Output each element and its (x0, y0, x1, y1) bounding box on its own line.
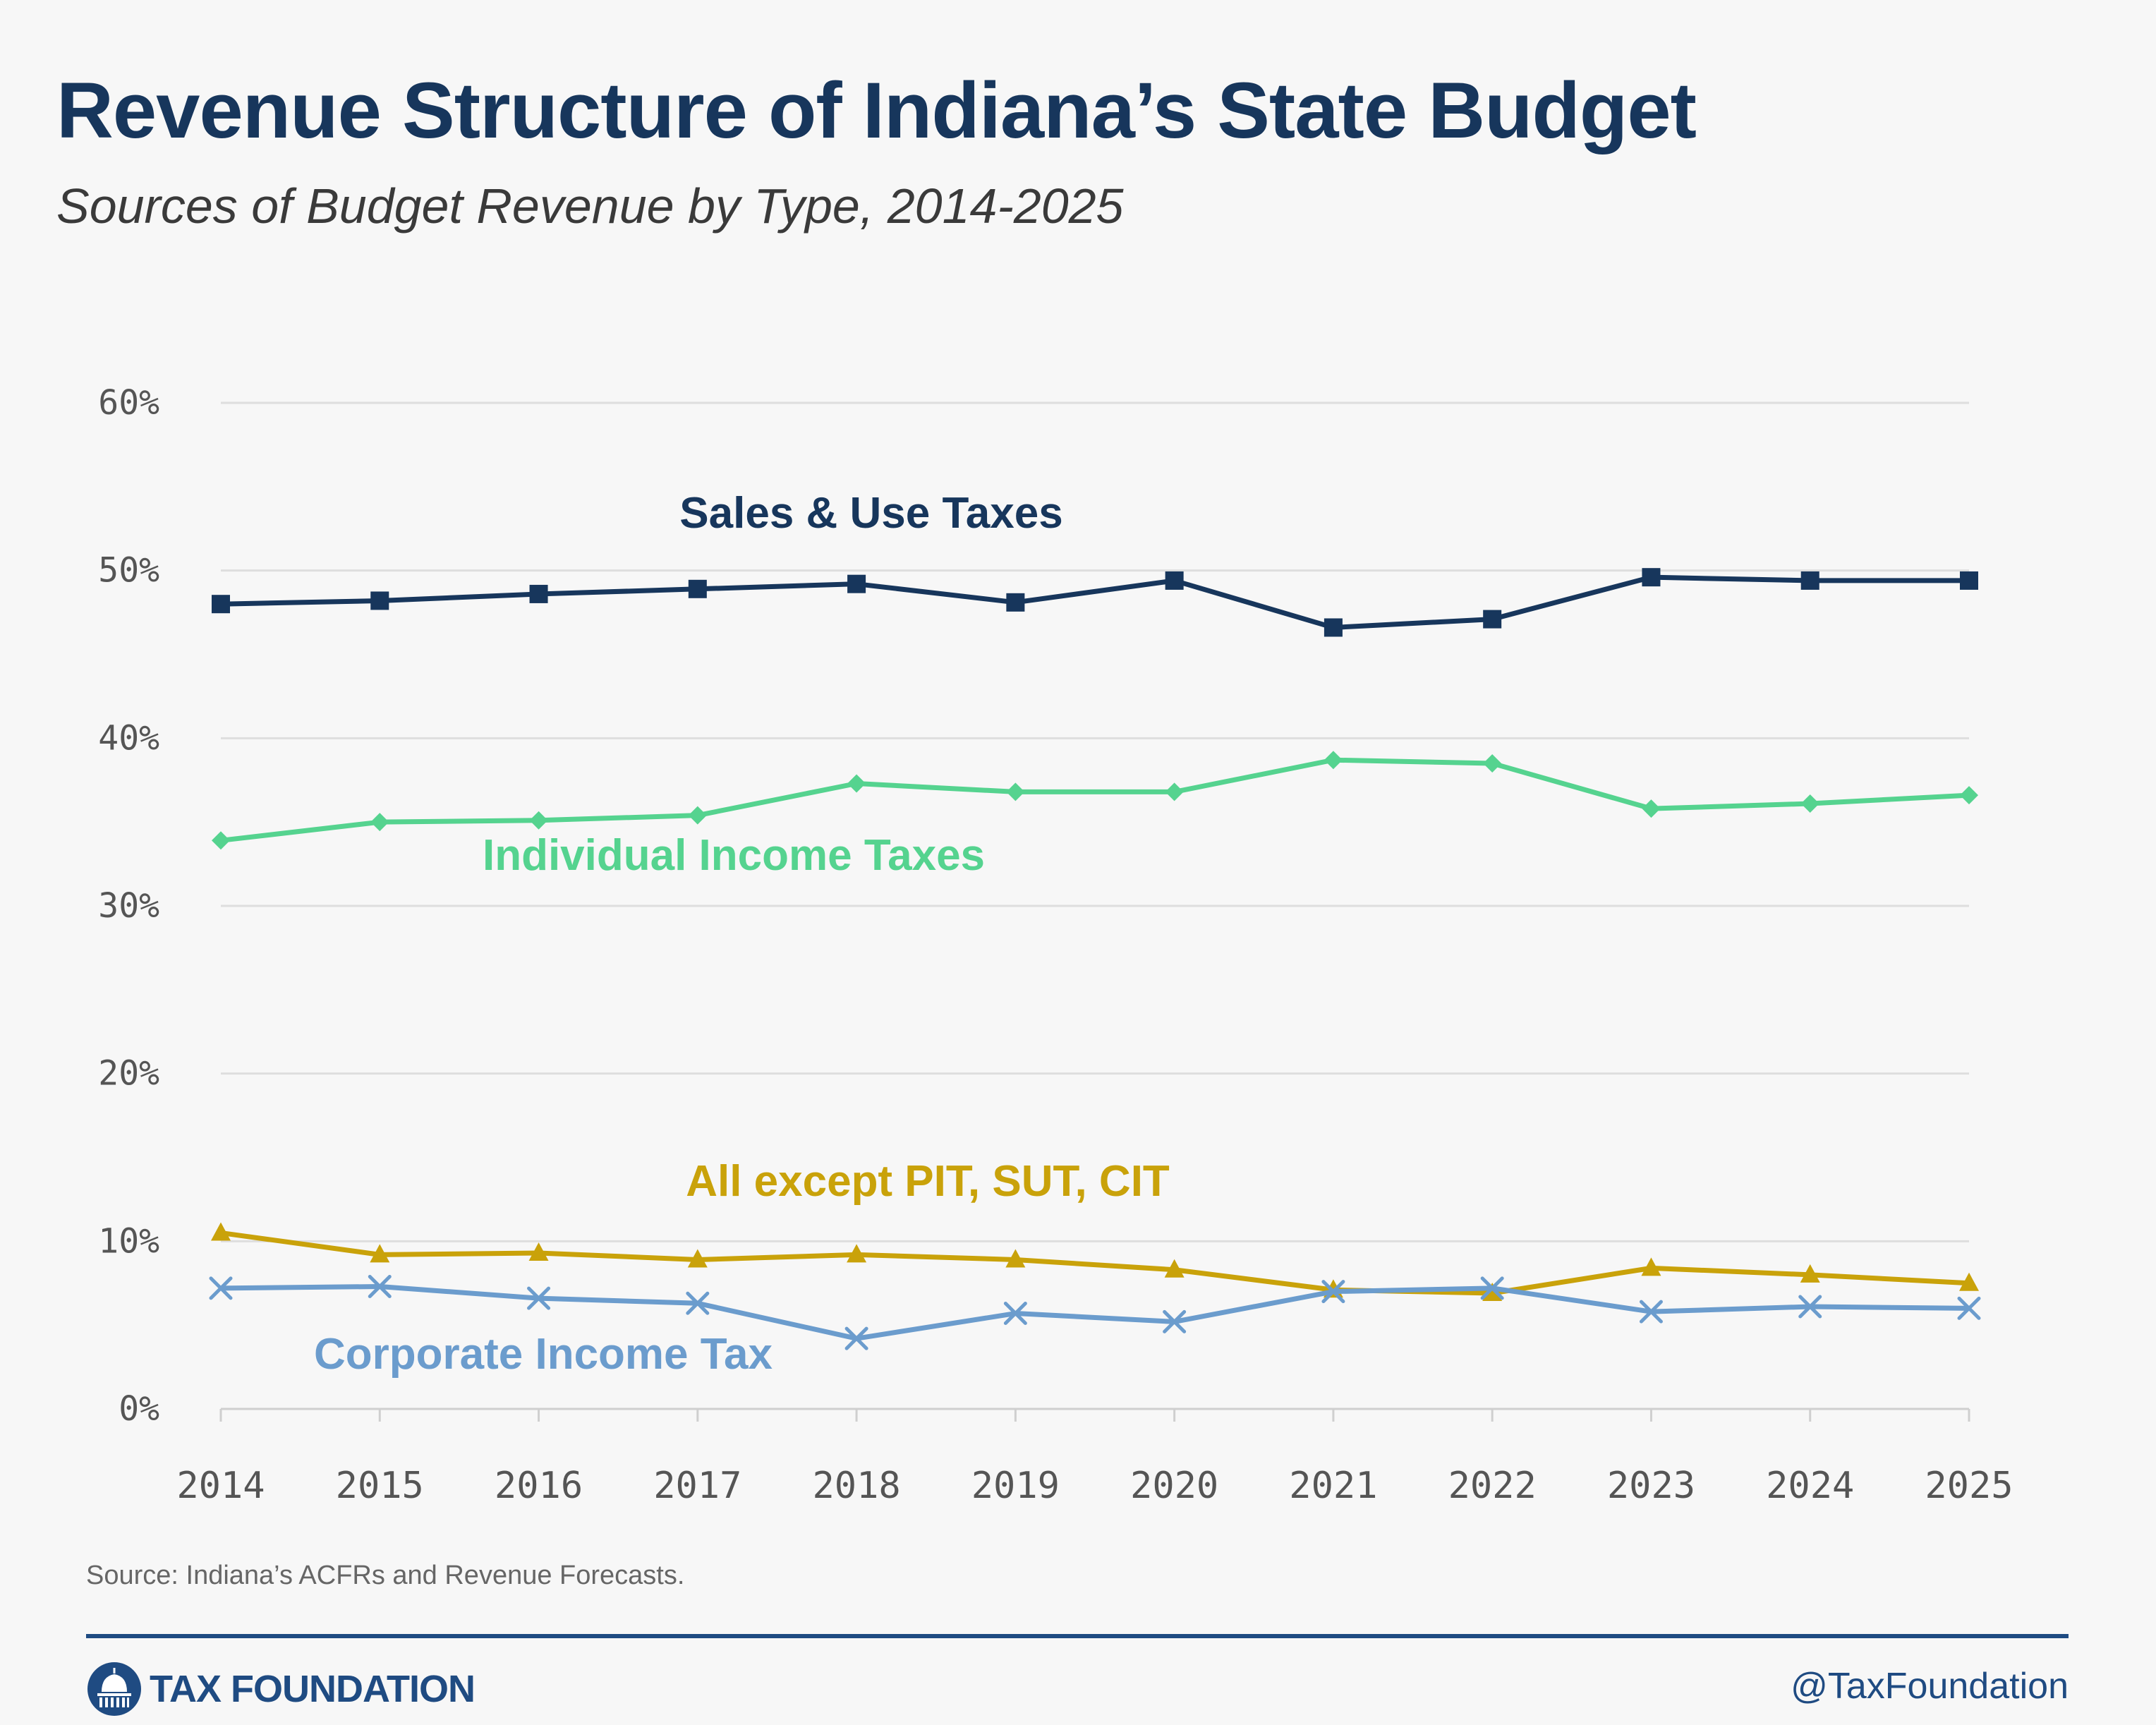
data-point[interactable] (1483, 753, 1502, 773)
y-tick-label: 0% (119, 1389, 159, 1429)
data-point[interactable] (1006, 782, 1025, 801)
x-tick-label: 2019 (971, 1465, 1060, 1507)
data-point[interactable] (1165, 571, 1184, 590)
series-label: All except PIT, SUT, CIT (686, 1157, 1170, 1206)
data-point[interactable] (1798, 1295, 1822, 1319)
series-label: Sales & Use Taxes (679, 489, 1062, 538)
brand-logo-block[interactable]: TAX FOUNDATION (86, 1659, 476, 1719)
data-point[interactable] (209, 1276, 233, 1300)
x-tick-label: 2024 (1766, 1465, 1854, 1507)
series-line (218, 1230, 1972, 1296)
series-2 (212, 751, 1978, 850)
data-point[interactable] (847, 574, 866, 593)
x-tick-label: 2021 (1289, 1465, 1377, 1507)
data-point[interactable] (212, 831, 230, 850)
data-point[interactable] (1483, 610, 1502, 629)
data-point[interactable] (844, 1326, 868, 1350)
x-tick-label: 2014 (176, 1465, 265, 1507)
data-point[interactable] (847, 1244, 867, 1263)
data-point[interactable] (686, 1291, 710, 1315)
line-chart: 0%10%20%30%40%50%60% 2014 2015 2016 2017 201… (98, 383, 2013, 1507)
data-point[interactable] (1324, 618, 1343, 637)
source-note: Source: Indiana’s ACFRs and Revenue Fore… (86, 1561, 685, 1590)
data-point[interactable] (529, 811, 548, 830)
series-line (218, 574, 1972, 630)
series-label: Individual Income Taxes (483, 831, 985, 880)
y-tick-label: 40% (98, 718, 159, 758)
data-point[interactable] (688, 579, 707, 598)
data-point[interactable] (1800, 794, 1819, 813)
data-point[interactable] (370, 1244, 390, 1263)
data-point[interactable] (1639, 1300, 1663, 1324)
data-point[interactable] (687, 1249, 708, 1268)
gridlines (221, 401, 1969, 1410)
x-tick-label: 2016 (495, 1465, 583, 1507)
chart-subtitle: Sources of Budget Revenue by Type, 2014-… (56, 178, 1124, 234)
data-point[interactable] (1003, 1302, 1027, 1326)
x-tick-label: 2023 (1607, 1465, 1695, 1507)
series-line (218, 757, 1972, 843)
footer-divider (86, 1634, 2069, 1638)
data-point[interactable] (1005, 1249, 1026, 1268)
y-tick-label: 20% (98, 1054, 159, 1094)
data-point[interactable] (1324, 751, 1343, 770)
x-tick-label: 2022 (1448, 1465, 1537, 1507)
data-point[interactable] (1800, 1264, 1820, 1283)
data-point[interactable] (1006, 593, 1025, 612)
data-point[interactable] (688, 806, 707, 825)
x-axis: 2014 2015 2016 2017 2018 2019 2020 2021 2022 2023… (176, 1409, 2013, 1507)
series-4 (209, 1275, 1981, 1350)
series-3 (211, 1222, 1979, 1302)
series-lines (209, 568, 1981, 1350)
data-point[interactable] (1960, 786, 1978, 805)
data-point[interactable] (1165, 782, 1184, 801)
series-label: Corporate Income Tax (314, 1330, 773, 1379)
y-tick-label: 50% (98, 551, 159, 591)
brand-name: TAX FOUNDATION (150, 1668, 476, 1710)
y-tick-label: 60% (98, 383, 159, 423)
y-tick-label: 10% (98, 1221, 159, 1261)
capitol-dome-icon (87, 1662, 141, 1716)
data-point[interactable] (529, 584, 548, 603)
data-point[interactable] (1321, 1280, 1345, 1304)
series-labels: Sales & Use Taxes Individual Income Taxes… (314, 489, 1170, 1379)
series-1 (212, 568, 1978, 637)
data-point[interactable] (1959, 1272, 1979, 1291)
data-point[interactable] (1642, 568, 1661, 587)
x-tick-label: 2025 (1925, 1465, 2013, 1507)
data-point[interactable] (1957, 1296, 1981, 1320)
y-tick-label: 30% (98, 886, 159, 926)
data-point[interactable] (1642, 799, 1661, 818)
x-tick-label: 2017 (653, 1465, 741, 1507)
data-point[interactable] (1482, 1283, 1503, 1302)
social-handle[interactable]: @TaxFoundation (1791, 1666, 2069, 1707)
y-axis-tick-labels: 0% 10% 20% 30% 40% 50% 60% (98, 383, 159, 1429)
data-point[interactable] (368, 1275, 392, 1298)
data-point[interactable] (847, 774, 866, 793)
data-point[interactable] (527, 1286, 551, 1310)
x-tick-label: 2020 (1130, 1465, 1218, 1507)
x-tick-label: 2018 (812, 1465, 900, 1507)
data-point[interactable] (1163, 1309, 1187, 1333)
data-point[interactable] (1164, 1259, 1185, 1278)
data-point[interactable] (370, 813, 389, 832)
series-line (218, 1284, 1972, 1341)
x-tick-label: 2015 (336, 1465, 424, 1507)
chart-title: Revenue Structure of Indiana’s State Bud… (56, 66, 1697, 155)
data-point[interactable] (1800, 571, 1819, 590)
data-point[interactable] (370, 591, 389, 610)
data-point[interactable] (1960, 571, 1978, 590)
data-point[interactable] (528, 1242, 549, 1261)
data-point[interactable] (212, 595, 230, 614)
data-point[interactable] (1641, 1257, 1661, 1276)
data-point[interactable] (211, 1222, 231, 1241)
data-point[interactable] (1480, 1276, 1504, 1300)
